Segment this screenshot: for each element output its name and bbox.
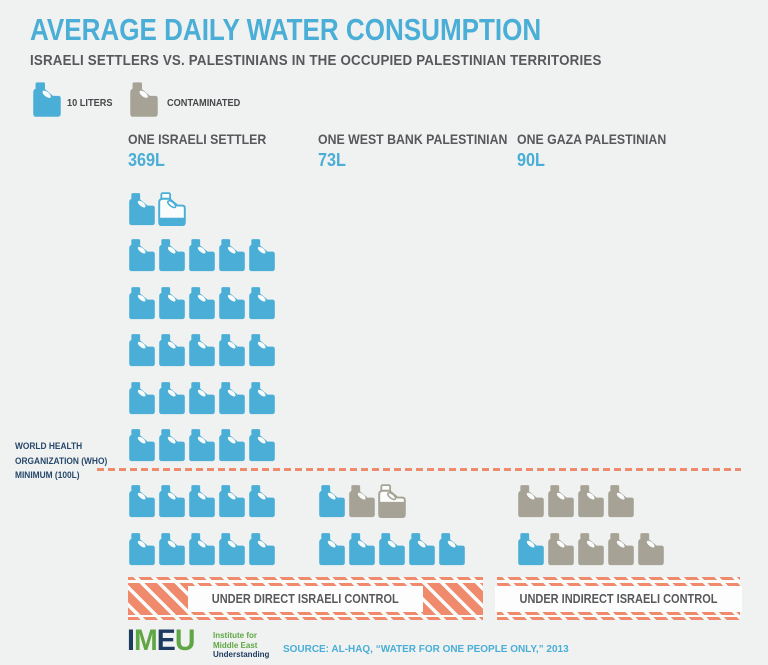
water-jug-icon bbox=[248, 286, 276, 320]
water-jug-icon bbox=[248, 484, 276, 518]
column-header-gaza-palestinian: ONE GAZA PALESTINIAN bbox=[517, 131, 667, 147]
water-jug-icon bbox=[188, 238, 216, 272]
water-jug-icon bbox=[318, 532, 346, 566]
water-jug-icon bbox=[158, 428, 186, 462]
who-minimum-dashed-line bbox=[97, 468, 741, 471]
water-jug-icon bbox=[408, 532, 436, 566]
water-jug-icon bbox=[128, 333, 156, 367]
water-jug-icon bbox=[248, 238, 276, 272]
water-jug-icon bbox=[348, 532, 376, 566]
water-jug-icon bbox=[248, 532, 276, 566]
page-title: AVERAGE DAILY WATER CONSUMPTION bbox=[30, 12, 542, 47]
imeu-tagline-line: Institute for bbox=[213, 631, 257, 640]
source-citation: SOURCE: AL-HAQ, “WATER FOR ONE PEOPLE ON… bbox=[283, 643, 569, 655]
water-jug-icon bbox=[128, 428, 156, 462]
column-header-israeli-settler: ONE ISRAELI SETTLER bbox=[128, 131, 267, 147]
control-bar-indirect: UNDER INDIRECT ISRAELI CONTROL bbox=[495, 577, 742, 620]
contaminated-jug-icon bbox=[637, 532, 665, 566]
water-jug-icon bbox=[218, 333, 246, 367]
water-jug-icon bbox=[188, 333, 216, 367]
partial-contaminated-jug-icon bbox=[378, 484, 406, 518]
water-jug-icon bbox=[218, 532, 246, 566]
water-jug-icon bbox=[158, 286, 186, 320]
water-jug-icon bbox=[218, 484, 246, 518]
page-subtitle: ISRAELI SETTLERS VS. PALESTINIANS IN THE… bbox=[30, 53, 602, 69]
control-bar-label: UNDER INDIRECT ISRAELI CONTROL bbox=[519, 591, 718, 606]
imeu-logo-letter: U bbox=[174, 624, 196, 657]
contaminated-jug-icon bbox=[547, 484, 575, 518]
imeu-logo-letter: I bbox=[127, 624, 135, 657]
column-value-gaza-palestinian: 90L bbox=[517, 150, 545, 170]
water-jug-icon bbox=[128, 286, 156, 320]
column-value-israeli-settler: 369L bbox=[128, 150, 165, 170]
water-jug-icon bbox=[218, 238, 246, 272]
water-jug-icon bbox=[188, 484, 216, 518]
water-jug-icon bbox=[188, 286, 216, 320]
water-jug-icon bbox=[128, 532, 156, 566]
contaminated-jug-icon bbox=[607, 532, 635, 566]
water-jug-icon bbox=[128, 484, 156, 518]
water-jug-icon bbox=[188, 381, 216, 415]
imeu-logo-tagline: Institute for Middle East Understanding bbox=[213, 631, 269, 660]
legend-label-contaminated: CONTAMINATED bbox=[167, 98, 241, 109]
control-bar-label-box: UNDER INDIRECT ISRAELI CONTROL bbox=[495, 585, 742, 612]
water-jug-icon bbox=[128, 238, 156, 272]
water-jug-icon bbox=[218, 381, 246, 415]
who-minimum-label-line: MINIMUM (100L) bbox=[15, 470, 80, 481]
contaminated-jug-icon bbox=[607, 484, 635, 518]
who-minimum-label: WORLD HEALTH ORGANIZATION (WHO) MINIMUM (1… bbox=[15, 440, 107, 484]
water-jug-icon bbox=[248, 428, 276, 462]
water-jug-icon bbox=[128, 192, 156, 226]
water-jug-icon bbox=[188, 428, 216, 462]
water-jug-icon bbox=[318, 484, 346, 518]
water-jug-icon bbox=[32, 81, 62, 123]
column-header-west-bank-palestinian: ONE WEST BANK PALESTINIAN bbox=[318, 131, 508, 147]
contaminated-jug-icon bbox=[547, 532, 575, 566]
control-bar-label: UNDER DIRECT ISRAELI CONTROL bbox=[212, 591, 399, 606]
control-bar-direct: UNDER DIRECT ISRAELI CONTROL bbox=[128, 577, 483, 620]
imeu-tagline-line: Understanding bbox=[213, 650, 270, 659]
water-jug-icon bbox=[218, 428, 246, 462]
water-jug-icon bbox=[378, 532, 406, 566]
water-jug-icon bbox=[158, 238, 186, 272]
who-minimum-label-line: WORLD HEALTH bbox=[15, 441, 83, 452]
water-jug-icon bbox=[158, 333, 186, 367]
water-jug-icon bbox=[158, 381, 186, 415]
who-minimum-label-line: ORGANIZATION (WHO) bbox=[15, 455, 108, 467]
contaminated-jug-icon bbox=[577, 532, 605, 566]
contaminated-jug-icon bbox=[129, 81, 159, 123]
water-jug-icon bbox=[158, 484, 186, 518]
column-value-west-bank-palestinian: 73L bbox=[318, 150, 346, 170]
water-jug-icon bbox=[128, 381, 156, 415]
water-jug-icon bbox=[158, 532, 186, 566]
contaminated-jug-icon bbox=[348, 484, 376, 518]
contaminated-jug-icon bbox=[517, 484, 545, 518]
partial-water-jug-icon bbox=[158, 192, 186, 226]
water-jug-icon bbox=[248, 381, 276, 415]
imeu-logo-letter: E bbox=[156, 624, 176, 657]
imeu-logo: IMEU bbox=[127, 624, 196, 658]
water-jug-icon bbox=[438, 532, 466, 566]
legend-label-10-liters: 10 LITERS bbox=[67, 98, 113, 109]
imeu-logo-letter: M bbox=[133, 624, 158, 657]
contaminated-jug-icon bbox=[577, 484, 605, 518]
water-jug-icon bbox=[188, 532, 216, 566]
water-jug-icon bbox=[248, 333, 276, 367]
water-jug-icon bbox=[218, 286, 246, 320]
imeu-tagline-line: Middle East bbox=[213, 640, 258, 650]
control-bar-label-box: UNDER DIRECT ISRAELI CONTROL bbox=[188, 585, 423, 612]
water-jug-icon bbox=[517, 532, 545, 566]
